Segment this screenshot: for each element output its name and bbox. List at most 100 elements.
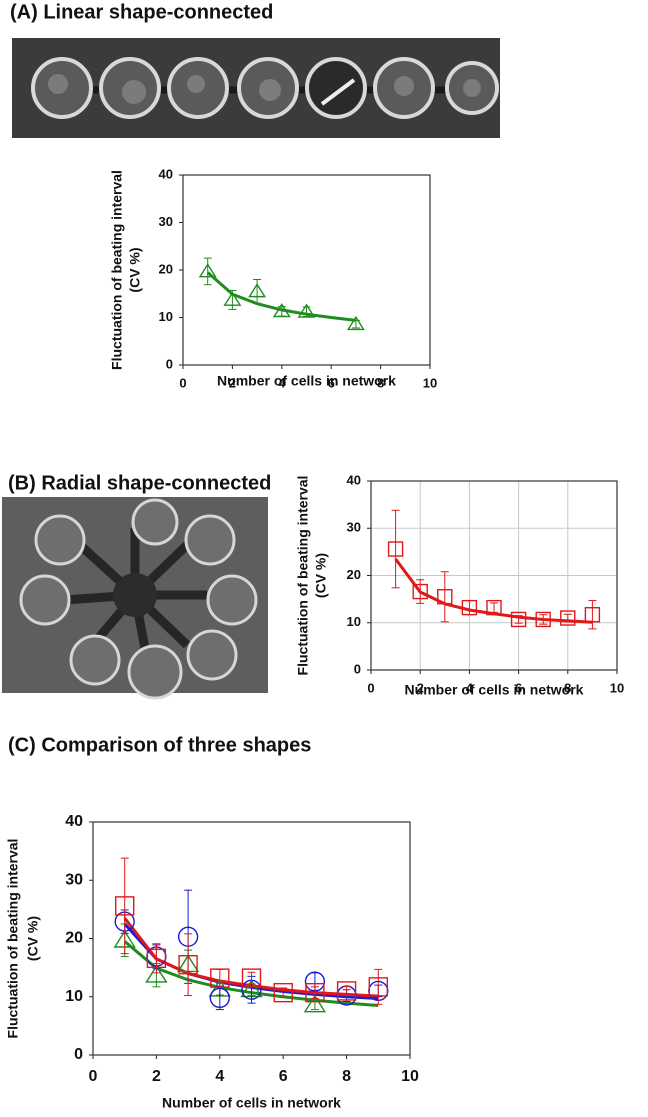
error-bar xyxy=(563,613,572,623)
marker xyxy=(178,955,198,975)
y-tick-label: 30 xyxy=(159,214,173,229)
x-tick-label: 4 xyxy=(466,680,474,695)
marker xyxy=(584,607,601,623)
x-tick-label: 2 xyxy=(152,1068,161,1085)
y-tick-label: 10 xyxy=(347,614,361,629)
marker xyxy=(535,611,551,628)
marker xyxy=(346,315,365,331)
x-tick-label: 0 xyxy=(89,1068,98,1085)
marker xyxy=(272,303,291,318)
y-axis-label: Fluctuation of beating interval xyxy=(109,170,125,370)
marker xyxy=(273,982,293,1003)
panel-title: (C) Comparison of three shapes xyxy=(8,734,311,756)
y-axis-label: Fluctuation of beating interval xyxy=(295,476,311,676)
error-bar xyxy=(310,986,319,999)
micrograph-linear xyxy=(12,38,500,138)
x-tick-label: 8 xyxy=(342,1068,351,1085)
y-tick-label: 30 xyxy=(65,871,83,888)
marker xyxy=(336,981,357,1001)
panel-title: (B) Radial shape-connected xyxy=(8,472,271,494)
y-tick-label: 20 xyxy=(65,930,83,947)
y-tick-label: 40 xyxy=(159,166,173,181)
chart: (A) Linear shape-connected 0 10 20 30 40 0 2 4 6 8… xyxy=(10,1,437,390)
x-axis-label: Number of cells in network xyxy=(405,682,584,698)
marker xyxy=(461,599,478,616)
error-bar xyxy=(184,933,193,997)
marker xyxy=(297,303,316,318)
marker xyxy=(560,610,576,626)
error-bar xyxy=(247,971,256,985)
chart: (B) Radial shape-connected 0 10 20 30 40 0 2 4 6 8… xyxy=(8,472,624,697)
plot-frame xyxy=(370,480,618,671)
y-tick-label: 0 xyxy=(354,661,361,676)
error-bar xyxy=(416,579,425,604)
error-bar xyxy=(588,600,597,630)
x-tick-label: 0 xyxy=(179,375,186,390)
x-axis-label: Number of cells in network xyxy=(162,1095,341,1111)
x-tick-label: 2 xyxy=(417,680,424,695)
y-axis-label: Fluctuation of beating interval xyxy=(5,839,21,1039)
marker xyxy=(303,994,327,1013)
x-tick-label: 8 xyxy=(377,375,384,390)
error-bar xyxy=(279,987,288,998)
micrograph-radial xyxy=(2,497,268,700)
marker xyxy=(368,977,388,997)
marker xyxy=(241,968,262,988)
error-bar xyxy=(120,857,129,955)
error-bar xyxy=(391,509,400,589)
x-tick-label: 4 xyxy=(278,375,286,390)
x-tick-label: 10 xyxy=(610,680,624,695)
y-axis-label: (CV %) xyxy=(25,916,41,961)
y-tick-label: 10 xyxy=(159,309,173,324)
y-axis-label: (CV %) xyxy=(127,247,143,292)
error-bar xyxy=(374,968,383,1005)
error-bar xyxy=(440,571,449,623)
marker xyxy=(145,964,168,983)
marker xyxy=(146,948,167,969)
marker xyxy=(387,541,404,557)
x-tick-label: 6 xyxy=(279,1068,288,1085)
x-tick-label: 6 xyxy=(328,375,335,390)
error-bar xyxy=(539,614,548,625)
x-axis-label: Number of cells in network xyxy=(217,373,396,389)
x-tick-label: 8 xyxy=(564,680,571,695)
marker xyxy=(114,896,135,916)
x-tick-label: 4 xyxy=(215,1068,224,1085)
marker xyxy=(510,611,527,628)
y-tick-label: 0 xyxy=(166,356,173,371)
error-bar xyxy=(215,985,224,1011)
y-tick-label: 10 xyxy=(65,988,83,1005)
error-bar xyxy=(152,943,161,974)
marker xyxy=(412,583,428,600)
x-tick-label: 6 xyxy=(515,680,522,695)
x-tick-label: 10 xyxy=(423,375,437,390)
y-tick-label: 0 xyxy=(74,1046,83,1063)
y-tick-label: 40 xyxy=(347,472,361,487)
y-tick-label: 20 xyxy=(347,567,361,582)
marker xyxy=(209,987,230,1009)
error-bar xyxy=(490,602,498,613)
marker xyxy=(210,968,230,988)
chart: (C) Comparison of three shapes 0 10 20 30 40 0… xyxy=(5,734,419,1110)
plot-frame xyxy=(92,821,411,1056)
x-tick-label: 0 xyxy=(367,680,374,695)
marker xyxy=(248,283,267,298)
x-tick-label: 10 xyxy=(401,1068,419,1085)
panel-title: (A) Linear shape-connected xyxy=(10,1,273,23)
marker xyxy=(305,982,325,1003)
fit-line xyxy=(394,558,593,624)
y-axis-label: (CV %) xyxy=(313,553,329,598)
y-tick-label: 20 xyxy=(159,261,173,276)
marker xyxy=(198,263,217,278)
y-tick-label: 30 xyxy=(347,520,361,535)
error-bar xyxy=(203,257,212,286)
y-tick-label: 40 xyxy=(65,813,83,830)
error-bar xyxy=(465,600,474,616)
error-bar xyxy=(342,985,351,997)
plot-frame xyxy=(182,174,431,366)
marker xyxy=(486,599,502,616)
error-bar xyxy=(514,615,523,624)
marker xyxy=(223,291,242,306)
